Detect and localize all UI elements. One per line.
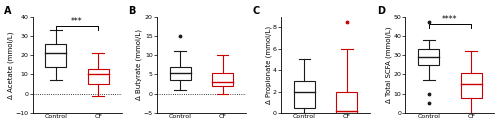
Y-axis label: Δ Total SCFA (mmol/L): Δ Total SCFA (mmol/L) [386, 26, 392, 103]
Text: ****: **** [442, 15, 458, 24]
Text: B: B [128, 6, 136, 16]
Bar [294, 81, 315, 108]
Bar [45, 44, 66, 67]
Y-axis label: Δ Butyrate (mmol/L): Δ Butyrate (mmol/L) [136, 29, 142, 100]
Text: ***: *** [71, 17, 83, 26]
Text: C: C [252, 6, 260, 16]
Y-axis label: Δ Acetate (mmol/L): Δ Acetate (mmol/L) [8, 31, 14, 98]
Bar [336, 92, 357, 113]
Bar [88, 69, 109, 84]
Y-axis label: Δ Propionate (mmol/L): Δ Propionate (mmol/L) [265, 26, 272, 104]
Bar [170, 67, 190, 80]
Bar [460, 72, 481, 98]
Text: A: A [4, 6, 12, 16]
Text: D: D [377, 6, 385, 16]
Bar [418, 49, 440, 65]
Bar [212, 72, 233, 86]
